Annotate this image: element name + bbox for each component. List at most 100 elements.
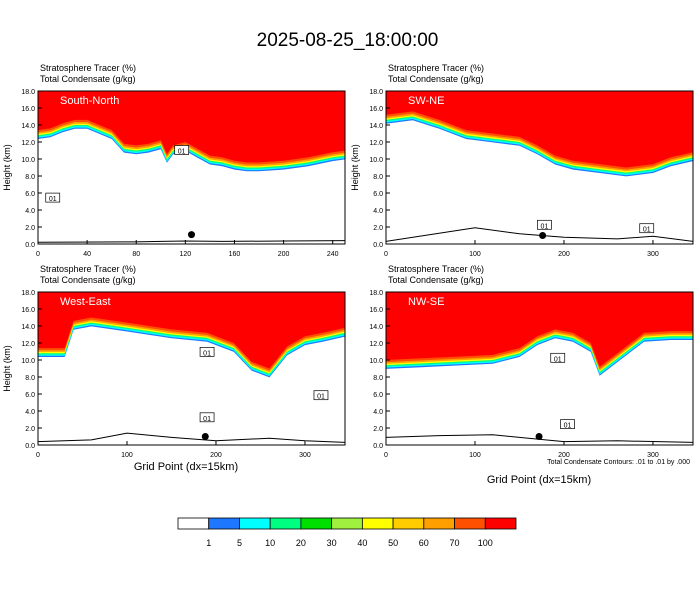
- y-tick-label: 2.0: [373, 225, 383, 232]
- panel-plot-area: [38, 292, 345, 445]
- y-tick-label: 12.0: [369, 341, 383, 348]
- y-tick-label: 6.0: [373, 191, 383, 198]
- panel-subtitle-line2: Total Condensate (g/kg): [388, 275, 484, 285]
- plot-frame: [37, 90, 346, 245]
- terrain-line: [386, 227, 693, 242]
- plot-frame: [385, 90, 694, 245]
- contour-label-box: [639, 223, 655, 234]
- y-axis-label: Height (km): [350, 144, 360, 191]
- x-tick-label: 300: [647, 251, 659, 258]
- x-tick-label: 300: [299, 452, 311, 459]
- panel-subtitle-line2: Total Condensate (g/kg): [388, 74, 484, 84]
- y-tick-label: 12.0: [369, 140, 383, 147]
- panel-subtitle-line1: Stratosphere Tracer (%): [388, 63, 484, 73]
- y-tick-label: 8.0: [373, 375, 383, 382]
- colorbar-label: 5: [237, 538, 242, 548]
- y-axis-label: Height (km): [2, 345, 12, 392]
- x-tick-label: 240: [327, 251, 339, 258]
- x-tick-label: 120: [180, 251, 192, 258]
- tracer-band: [386, 292, 693, 367]
- y-tick-label: 8.0: [25, 375, 35, 382]
- y-tick-label: 2.0: [373, 426, 383, 433]
- y-tick-label: 4.0: [373, 208, 383, 215]
- y-tick-label: 4.0: [25, 409, 35, 416]
- y-tick-label: 16.0: [21, 307, 35, 314]
- plot-frame: [37, 291, 346, 446]
- contour-label-box: [199, 412, 215, 423]
- panel-subtitle-line1: Stratosphere Tracer (%): [40, 63, 136, 73]
- panel-label: SW-NE: [408, 95, 444, 107]
- y-tick-label: 8.0: [373, 174, 383, 181]
- contour-label: 01: [643, 227, 651, 234]
- x-tick-label: 100: [469, 251, 481, 258]
- y-tick-label: 14.0: [21, 123, 35, 130]
- y-tick-label: 16.0: [369, 307, 383, 314]
- colorbar-label: 10: [265, 538, 275, 548]
- colorbar-label: 40: [357, 538, 367, 548]
- y-tick-label: 8.0: [25, 174, 35, 181]
- y-tick-label: 4.0: [373, 409, 383, 416]
- panel-label: South-North: [60, 95, 119, 107]
- x-tick-label: 200: [558, 452, 570, 459]
- contour-note: Total Condensate Contours: .01 to .01 by…: [547, 459, 690, 466]
- x-tick-label: 200: [278, 251, 290, 258]
- colorbar-swatch: [454, 517, 486, 530]
- y-tick-label: 10.0: [21, 358, 35, 365]
- x-tick-label: 0: [36, 251, 40, 258]
- plot-frame: [385, 291, 694, 446]
- contour-label-box: [537, 219, 552, 230]
- contour-label: 01: [540, 223, 548, 230]
- y-tick-label: 10.0: [369, 358, 383, 365]
- panel-plot-area: [386, 292, 693, 445]
- terrain-line: [38, 432, 345, 443]
- y-tick-label: 0.0: [373, 443, 383, 450]
- x-tick-label: 160: [229, 251, 241, 258]
- colorbar-label: 1: [206, 538, 211, 548]
- contour-label: 01: [564, 423, 572, 430]
- x-tick-label: 100: [469, 452, 481, 459]
- contour-label: 01: [49, 196, 57, 203]
- location-marker: [201, 433, 209, 440]
- x-tick-label: 40: [83, 251, 91, 258]
- contour-label-box: [313, 390, 329, 401]
- y-tick-label: 0.0: [25, 443, 35, 450]
- tracer-band: [38, 91, 345, 163]
- x-tick-label: 100: [121, 452, 133, 459]
- panel-subtitle-line2: Total Condensate (g/kg): [40, 275, 136, 285]
- terrain-line: [386, 434, 693, 443]
- colorbar-swatch: [300, 517, 333, 530]
- panel-subtitle-line1: Stratosphere Tracer (%): [388, 264, 484, 274]
- location-marker: [539, 232, 547, 239]
- contour-label-box: [199, 347, 215, 357]
- y-tick-label: 14.0: [369, 123, 383, 130]
- y-tick-label: 6.0: [25, 392, 35, 399]
- contour-label-box: [45, 192, 61, 203]
- colorbar-swatch: [269, 517, 302, 530]
- y-tick-label: 12.0: [21, 341, 35, 348]
- location-marker: [535, 433, 543, 440]
- contour-label: 01: [317, 394, 325, 401]
- colorbar-swatch: [423, 517, 455, 530]
- colorbar-label: 50: [388, 538, 398, 548]
- x-tick-label: 200: [558, 251, 570, 258]
- tracer-band: [38, 292, 345, 369]
- x-tick-label: 0: [384, 452, 388, 459]
- y-tick-label: 16.0: [21, 106, 35, 113]
- location-marker: [188, 231, 195, 239]
- contour-label-box: [550, 352, 566, 363]
- y-tick-label: 12.0: [21, 140, 35, 147]
- colorbar-swatch: [484, 517, 517, 530]
- y-tick-label: 14.0: [369, 324, 383, 331]
- colorbar-swatch: [208, 517, 240, 530]
- panel-plot-area: [38, 91, 345, 244]
- colorbar-swatch: [392, 517, 425, 530]
- colorbar-label: 20: [296, 538, 306, 548]
- y-tick-label: 18.0: [21, 89, 35, 96]
- colorbar-swatch: [331, 517, 363, 530]
- y-tick-label: 10.0: [369, 157, 383, 164]
- x-tick-label: 0: [36, 452, 40, 459]
- colorbar-label: 60: [419, 538, 429, 548]
- x-tick-label: 300: [647, 452, 659, 459]
- colorbar-swatch: [177, 517, 210, 530]
